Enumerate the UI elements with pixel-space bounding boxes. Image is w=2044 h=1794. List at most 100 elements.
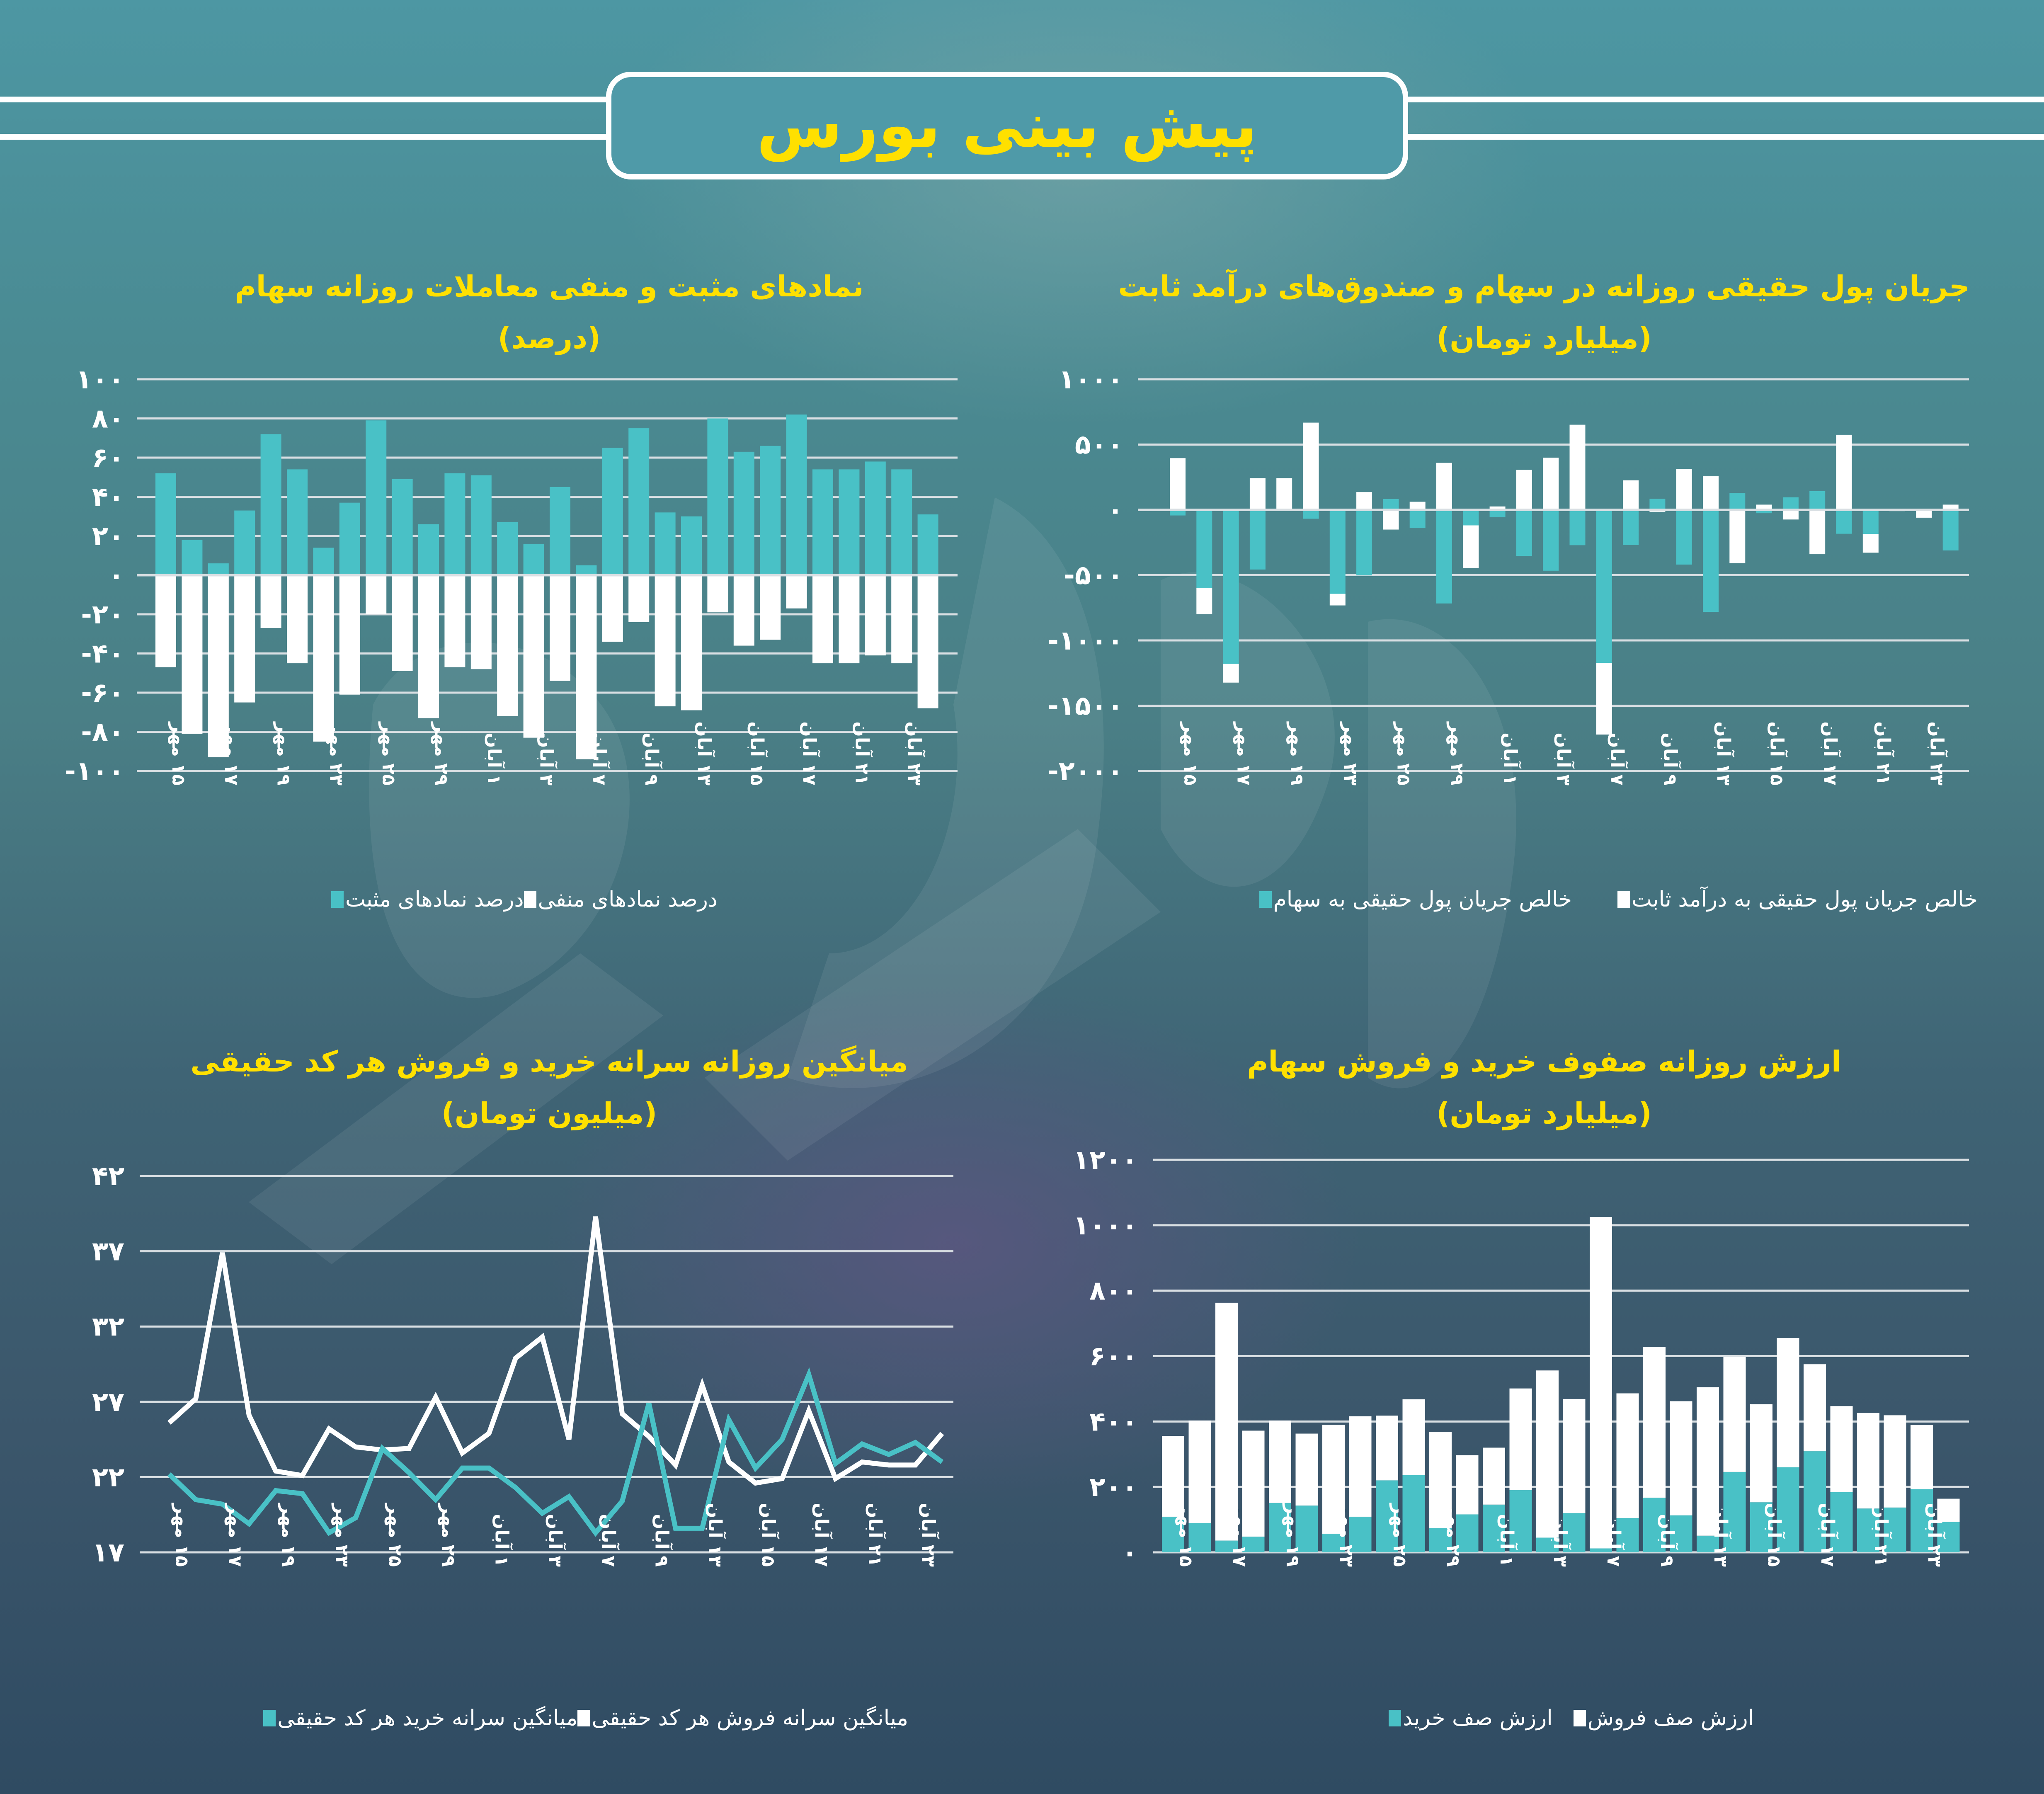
bar-negative <box>628 575 650 622</box>
chart-symbols-svg: ۱۰۰ ۸۰ ۶۰ ۴۰ ۲۰ ۰ -۲۰ -۴۰ -۶۰ -۸۰ -۱۰۰ ۱۵ مهر ۱۷ مهر… <box>65 364 958 787</box>
bar-segment <box>1750 1404 1772 1503</box>
chart-per-capita-title: میانگین روزانه سرانه خرید و فروش هر کد ح… <box>190 1045 908 1079</box>
bar-negative <box>497 575 518 716</box>
y-tick-label: ۰ <box>1122 1537 1138 1568</box>
bar-segment <box>1509 1490 1532 1552</box>
bar-segment <box>1409 502 1426 510</box>
chart-symbols-title: نمادهای مثبت و منفی معاملات روزانه سهام <box>235 269 864 303</box>
bar-segment <box>1777 1467 1799 1552</box>
bar-segment <box>1563 1513 1586 1552</box>
x-tick-label: ۹ آبان <box>1659 732 1682 785</box>
bar-negative <box>523 575 544 738</box>
x-tick-label: ۱۳ آبان <box>693 721 716 785</box>
bar-segment <box>1429 1528 1452 1552</box>
legend-label-fixed-income: خالص جریان پول حقیقی به درآمد ثابت <box>1631 887 1978 912</box>
bar-negative <box>707 575 728 613</box>
bar-segment <box>1670 1515 1692 1552</box>
x-tick-label: ۷ آبان <box>1606 732 1629 785</box>
bar-segment <box>1782 497 1799 510</box>
x-tick-label: ۹ آبان <box>651 1514 673 1567</box>
header-rule-bottom-right <box>1408 134 2044 140</box>
x-tick-label: ۲۹ مهر <box>438 1503 459 1567</box>
bar-segment <box>1830 1492 1853 1552</box>
y-tick-label: ۴۰۰ <box>1089 1406 1138 1437</box>
bar-segment <box>1697 1535 1719 1552</box>
y-tick-label: -۸۰ <box>81 717 124 748</box>
bar-segment <box>1356 492 1372 510</box>
x-tick-label: ۲۳ مهر <box>331 1503 352 1567</box>
legend-label-negative: درصد نمادهای منفی <box>538 887 718 912</box>
bar-negative <box>418 575 439 718</box>
bar-negative <box>550 575 570 681</box>
bar-segment <box>1643 1498 1666 1552</box>
bar-segment <box>1489 510 1506 517</box>
bar-segment <box>1536 1370 1559 1538</box>
y-tick-label: -۱۵۰۰ <box>1047 691 1123 722</box>
bar-segment <box>1483 1504 1505 1552</box>
bar-negative <box>392 575 413 672</box>
bar-segment <box>1269 1420 1291 1503</box>
bar-segment <box>1402 1399 1425 1475</box>
bar-segment <box>1322 1425 1345 1534</box>
bar-segment <box>1804 1364 1826 1452</box>
x-tick-label: ۲۵ مهر <box>1389 1503 1410 1567</box>
bar-segment <box>1543 510 1559 571</box>
bar-positive <box>497 522 518 575</box>
x-tick-label: ۲۹ مهر <box>431 721 452 785</box>
bar-segment <box>1916 510 1932 518</box>
bar-segment <box>1937 1498 1960 1522</box>
legend-label-positive: درصد نمادهای مثبت <box>345 887 524 912</box>
bar-negative <box>287 575 308 664</box>
bar-segment <box>1830 1406 1853 1492</box>
bar-segment <box>1670 1401 1692 1515</box>
bar-segment <box>1676 510 1692 565</box>
legend-label-stocks: خالص جریان پول حقیقی به سهام <box>1273 887 1572 912</box>
bar-segment <box>1836 510 1852 534</box>
x-tick-label: ۲۳ آبان <box>904 721 926 785</box>
bar-positive <box>182 540 203 575</box>
x-tick-label: ۱۷ آبان <box>1817 1503 1839 1567</box>
bar-segment <box>1697 1387 1719 1536</box>
bar-segment <box>1242 1430 1265 1537</box>
bar-negative <box>339 575 360 695</box>
bar-positive <box>470 475 492 575</box>
bar-segment <box>1162 1516 1184 1552</box>
bar-segment <box>1409 510 1426 529</box>
x-tick-label: ۲۳ آبان <box>917 1503 940 1567</box>
y-tick-label: -۵۰۰ <box>1064 560 1123 591</box>
bar-positive <box>366 420 387 575</box>
x-tick-label: ۲۳ آبان <box>1924 1503 1946 1567</box>
bar-segment <box>1676 469 1692 510</box>
x-tick-label: ۱۵ آبان <box>758 1503 780 1567</box>
x-tick-label: ۱۵ مهر <box>168 721 189 785</box>
bar-positive <box>839 469 860 575</box>
legend-swatch-fixed-income <box>1617 891 1630 908</box>
bar-segment <box>1196 588 1212 614</box>
x-tick-label: ۲۵ مهر <box>378 721 399 785</box>
chart-per-capita-subtitle: (میلیون تومان) <box>441 1096 657 1130</box>
bar-segment <box>1782 510 1799 520</box>
bar-segment <box>1623 510 1639 545</box>
bar-positive <box>760 446 781 575</box>
bar-positive <box>444 473 466 575</box>
bar-segment <box>1623 480 1639 510</box>
y-tick-label: ۸۰۰ <box>1089 1276 1138 1307</box>
x-tick-label: ۱۹ مهر <box>1286 721 1307 785</box>
bar-segment <box>1543 458 1559 510</box>
bar-segment <box>1756 504 1772 510</box>
y-tick-label: ۶۰۰ <box>1089 1341 1138 1372</box>
bar-segment <box>1356 510 1372 576</box>
chart-per-capita-svg: ۴۲ ۳۷ ۳۲ ۲۷ ۲۲ ۱۷ ۱۵ مهر ۱۷ مهر ۱۹ مهر ۲۳ مهر ۲۵ م… <box>92 1161 953 1568</box>
bar-segment <box>1215 1540 1238 1552</box>
x-tick-label: ۱ آبان <box>1500 732 1522 785</box>
y-tick-label: ۶۰ <box>92 443 124 473</box>
x-tick-label: ۲۱ آبان <box>864 1503 887 1567</box>
bar-segment <box>1596 663 1612 735</box>
y-tick-label: ۱۰۰ <box>76 364 124 395</box>
x-tick-label: ۱۹ مهر <box>278 1503 299 1567</box>
bar-segment <box>1242 1537 1265 1552</box>
bar-positive <box>339 502 360 575</box>
bar-segment <box>1463 525 1479 568</box>
bar-segment <box>1215 1302 1238 1541</box>
legend-swatch-buy-per-capita <box>263 1710 276 1726</box>
